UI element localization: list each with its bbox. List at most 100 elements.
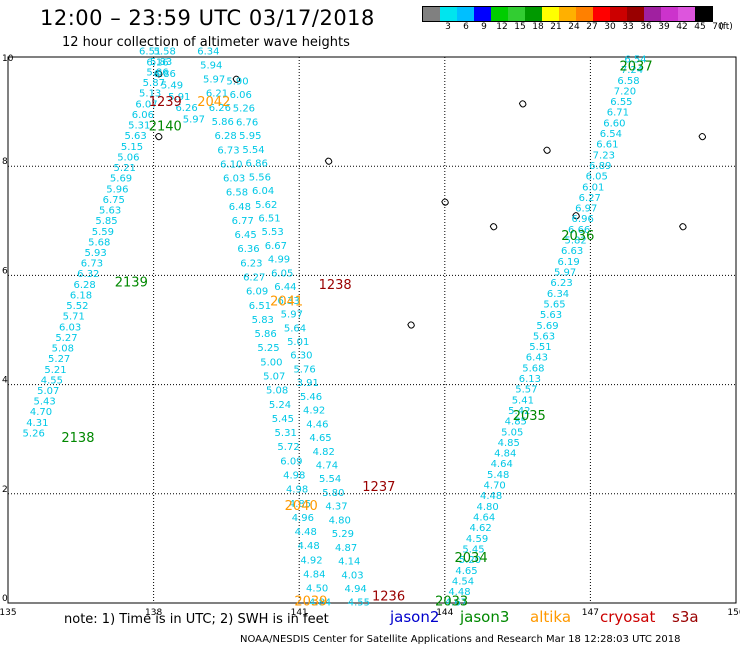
wave-height-value: 5.56: [249, 172, 271, 183]
wave-height-value: 5.97: [281, 310, 303, 321]
wave-height-value: 4.31: [26, 418, 48, 429]
wave-height-value: 6.18: [70, 290, 92, 301]
wave-height-value: 4.70: [30, 407, 52, 418]
wave-height-value: 6.09: [246, 287, 268, 298]
latitude-tick-label: 8: [2, 157, 8, 167]
wave-height-value: 5.51: [529, 342, 551, 353]
wave-height-value: 4.85: [505, 417, 527, 428]
wave-height-value: 4.64: [473, 513, 495, 524]
wave-height-value: 6.26: [175, 103, 197, 114]
map-title: 12:00 – 23:59 UTC 03/17/2018: [40, 6, 375, 30]
wave-height-value: 5.59: [92, 227, 114, 238]
wave-height-value: 4.96: [292, 513, 314, 524]
wave-height-value: 6.23: [550, 278, 572, 289]
color-scale-tick: 45: [694, 22, 706, 32]
color-swatch: [678, 7, 695, 21]
wave-height-value: 6.05: [586, 172, 608, 183]
color-scale-tick: 39: [658, 22, 670, 32]
color-swatch: [576, 7, 593, 21]
island-outline: [518, 100, 527, 108]
wave-height-value: 6.30: [290, 351, 312, 362]
wave-height-value: 6.32: [77, 269, 99, 280]
color-swatch: [474, 7, 491, 21]
wave-height-value: 5.54: [319, 474, 341, 485]
wave-height-value: 5.54: [242, 145, 264, 156]
wave-height-value: 5.45: [462, 544, 484, 555]
wave-height-value: 5.62: [255, 200, 277, 211]
wave-height-value: 5.86: [255, 329, 277, 340]
satellite-legend-altika: altika: [530, 608, 572, 626]
pass-time-label: 2138: [61, 431, 94, 446]
wave-height-value: 5.68: [88, 237, 110, 248]
wave-height-value: 5.00: [260, 357, 282, 368]
wave-height-value: 4.14: [338, 557, 360, 568]
wave-height-value: 4.98: [286, 485, 308, 496]
color-scale-tick: 36: [640, 22, 652, 32]
wave-height-value: 5.86: [212, 117, 234, 128]
island-outline: [407, 321, 415, 329]
wave-height-value: 6.97: [575, 204, 597, 215]
wave-height-value: 5.27: [48, 354, 70, 365]
color-swatch: [457, 7, 474, 21]
wave-height-value: 6.73: [217, 145, 239, 156]
footer-note: note: 1) Time is in UTC; 2) SWH is in fe…: [64, 612, 329, 627]
wave-height-value: 6.21: [206, 89, 228, 100]
wave-height-value: 5.26: [23, 428, 45, 439]
color-scale-tick: 33: [622, 22, 634, 32]
color-scale-tick: 18: [532, 22, 544, 32]
wave-height-value: 5.42: [508, 406, 530, 417]
wave-height-value: 6.05: [271, 268, 293, 279]
wave-height-value: 4.80: [329, 515, 351, 526]
wave-height-value: 4.85: [498, 438, 520, 449]
wave-height-value: 5.27: [55, 333, 77, 344]
wave-height-value: 5.63: [533, 331, 555, 342]
wave-height-value: 4.48: [297, 541, 319, 552]
wave-height-value: 6.63: [561, 246, 583, 257]
wave-height-value: 4.65: [309, 433, 331, 444]
wave-height-value: 6.66: [568, 225, 590, 236]
wave-height-value: 6.33: [277, 296, 299, 307]
pass-time-label: 1237: [362, 480, 395, 495]
longitude-tick-label: 135: [0, 608, 17, 618]
wave-height-value: 4.85: [289, 499, 311, 510]
color-swatch: [644, 7, 661, 21]
color-swatch: [491, 7, 508, 21]
island-outline: [679, 223, 687, 231]
wave-height-value: 6.96: [572, 214, 594, 225]
wave-height-value: 4.92: [300, 555, 322, 566]
pass-time-label: 2035: [513, 409, 546, 424]
wave-height-value: 4.84: [494, 449, 516, 460]
longitude-tick-label: 147: [582, 608, 599, 618]
wave-height-value: 6.58: [226, 188, 248, 199]
wave-height-value: 6.27: [243, 273, 265, 284]
wave-height-value: 5.93: [84, 248, 106, 259]
wave-height-value: 7.24: [621, 65, 643, 76]
satellite-legend-s3a: s3a: [672, 608, 699, 626]
island-outline: [441, 198, 449, 206]
wave-height-value: 4.50: [306, 584, 328, 595]
wave-height-value: 5.87: [143, 78, 165, 89]
wave-height-value: 4.80: [476, 502, 498, 513]
color-swatch: [610, 7, 627, 21]
wave-height-value: 7.23: [593, 150, 615, 161]
pass-time-label: 1239: [149, 95, 182, 110]
satellite-legend-jason2: jason2: [390, 608, 440, 626]
wave-height-value: 5.07: [37, 386, 59, 397]
color-swatch: [508, 7, 525, 21]
color-swatch: [542, 7, 559, 21]
wave-height-value: 5.80: [322, 488, 344, 499]
wave-height-value: 5.94: [200, 60, 222, 71]
wave-height-value: 5.46: [300, 392, 322, 403]
wave-height-value: 3.91: [297, 378, 319, 389]
wave-height-value: 5.53: [262, 227, 284, 238]
wave-height-value: 6.44: [274, 282, 296, 293]
satellite-legend-jason3: jason3: [460, 608, 510, 626]
wave-height-value: 6.03: [59, 322, 81, 333]
wave-height-value: 5.57: [515, 385, 537, 396]
color-scale-unit: (ft): [719, 22, 733, 32]
wave-height-value: 6.55: [610, 97, 632, 108]
wave-height-value: 6.10: [220, 159, 242, 170]
wave-height-value: 6.51: [258, 214, 280, 225]
wave-height-value: 5.21: [44, 365, 66, 376]
wave-height-value: 5.97: [203, 75, 225, 86]
